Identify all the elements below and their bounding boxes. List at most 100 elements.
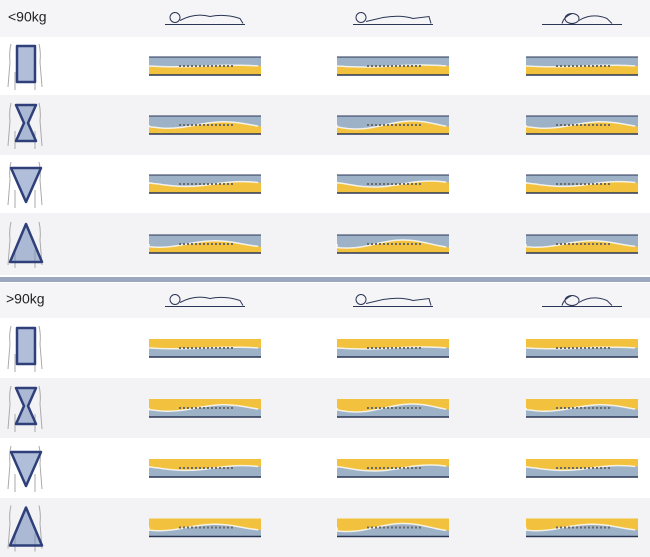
mattress-dot bbox=[395, 347, 397, 349]
mattress-dot bbox=[211, 124, 213, 126]
section-divider bbox=[0, 277, 650, 282]
mattress-dot bbox=[387, 467, 389, 469]
mattress-dot bbox=[211, 407, 213, 409]
mattress-dot bbox=[195, 467, 197, 469]
mattress-dot bbox=[195, 124, 197, 126]
mattress-dot bbox=[191, 243, 193, 245]
mattress-dot bbox=[556, 65, 558, 67]
mattress-dot bbox=[375, 347, 377, 349]
mattress-dot bbox=[207, 243, 209, 245]
mattress-wave bbox=[336, 239, 447, 249]
mattress-dot bbox=[419, 183, 421, 185]
mattress-dot bbox=[399, 124, 401, 126]
mattress-dot bbox=[419, 65, 421, 67]
mattress-dot bbox=[375, 183, 377, 185]
body-outline bbox=[7, 43, 43, 90]
mattress-dot bbox=[560, 243, 562, 245]
mattress-bottom-layer bbox=[149, 65, 261, 75]
mattress-dot bbox=[203, 347, 205, 349]
mattress-dot bbox=[231, 347, 233, 349]
mattress bbox=[148, 339, 261, 358]
mattress-dot bbox=[572, 347, 574, 349]
mattress-dot bbox=[564, 65, 566, 67]
mattress-dot bbox=[580, 243, 582, 245]
mattress bbox=[148, 399, 261, 418]
mattress-dot bbox=[191, 183, 193, 185]
mattress-dot bbox=[383, 183, 385, 185]
mattress-dot bbox=[179, 467, 181, 469]
mattress-dot bbox=[399, 183, 401, 185]
mattress-dot bbox=[604, 243, 606, 245]
mattress-wave bbox=[336, 522, 447, 533]
mattress-dot bbox=[572, 124, 574, 126]
mattress-dot bbox=[411, 124, 413, 126]
mattress-dot bbox=[375, 467, 377, 469]
mattress-dot bbox=[367, 183, 369, 185]
body-outline bbox=[7, 221, 43, 268]
mattress bbox=[148, 115, 261, 135]
mattress-dot bbox=[584, 65, 586, 67]
mattress-dot bbox=[227, 65, 229, 67]
mattress-dot bbox=[596, 467, 598, 469]
mattress-dot bbox=[391, 407, 393, 409]
mattress-dot bbox=[564, 526, 566, 529]
mattress-dot bbox=[560, 124, 562, 126]
mattress-dot bbox=[223, 183, 225, 185]
mattress-dot bbox=[608, 183, 610, 185]
mattress-dot bbox=[179, 124, 181, 126]
mattress-dot bbox=[568, 183, 570, 185]
mattress-dot bbox=[191, 65, 193, 67]
mattress-dot bbox=[379, 124, 381, 126]
sleeper-icon bbox=[542, 13, 622, 25]
mattress-dot bbox=[367, 467, 369, 469]
body-icon bbox=[7, 43, 43, 90]
mattress-dot bbox=[371, 124, 373, 126]
mattress-dot bbox=[556, 407, 558, 409]
mattress-dot bbox=[231, 124, 233, 126]
mattress-dot bbox=[608, 347, 610, 349]
mattress-dot bbox=[211, 526, 213, 529]
mattress-dot bbox=[223, 243, 225, 245]
mattress-dot bbox=[191, 124, 193, 126]
mattress-dot bbox=[564, 347, 566, 349]
sleeper-head bbox=[169, 12, 181, 23]
mattress-dot bbox=[564, 124, 566, 126]
mattress-dot bbox=[580, 467, 582, 469]
mattress-dot bbox=[183, 347, 185, 349]
mattress-wave bbox=[336, 120, 447, 130]
mattress-dot bbox=[600, 65, 602, 67]
body-shape bbox=[14, 386, 38, 426]
mattress-dot bbox=[195, 65, 197, 67]
mattress bbox=[336, 399, 449, 418]
mattress-dot bbox=[608, 65, 610, 67]
mattress-dot bbox=[231, 407, 233, 409]
mattress-dot bbox=[584, 183, 586, 185]
mattress bbox=[525, 56, 638, 76]
mattress-dot bbox=[600, 124, 602, 126]
mattress-dot bbox=[576, 183, 578, 185]
mattress-dot bbox=[215, 467, 217, 469]
mattress-dot bbox=[391, 65, 393, 67]
mattress-dot bbox=[411, 467, 413, 469]
mattress-dot bbox=[367, 347, 369, 349]
mattress-dot bbox=[183, 526, 185, 529]
mattress-dot bbox=[419, 467, 421, 469]
mattress-dot bbox=[211, 467, 213, 469]
mattress-dot bbox=[215, 347, 217, 349]
mattress-dot bbox=[371, 407, 373, 409]
mattress-dot bbox=[407, 347, 409, 349]
mattress-dot bbox=[576, 467, 578, 469]
mattress-dot bbox=[596, 124, 598, 126]
body-shape bbox=[9, 166, 43, 204]
mattress-dot bbox=[407, 183, 409, 185]
mattress-dot bbox=[407, 65, 409, 67]
mattress bbox=[336, 339, 449, 358]
mattress-dot bbox=[187, 526, 189, 529]
mattress-dot bbox=[203, 407, 205, 409]
mattress-dot bbox=[379, 243, 381, 245]
mattress-dot bbox=[211, 347, 213, 349]
mattress-dot bbox=[199, 526, 201, 529]
mattress-dot bbox=[203, 183, 205, 185]
mattress bbox=[525, 518, 638, 538]
mattress-dot bbox=[604, 124, 606, 126]
